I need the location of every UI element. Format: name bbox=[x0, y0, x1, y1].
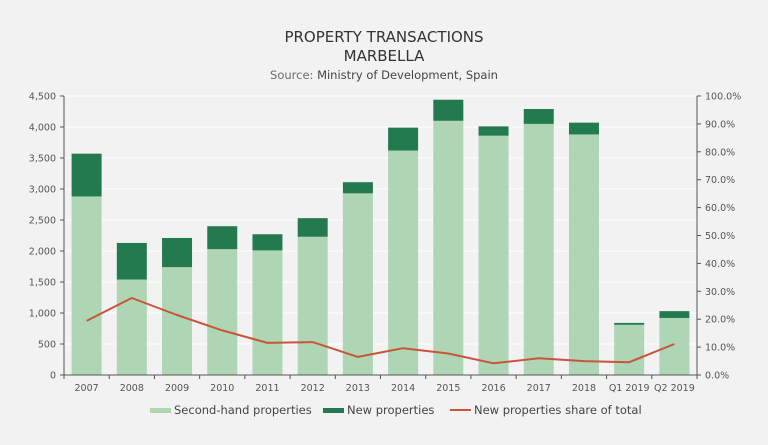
y2-tick-label: 100.0% bbox=[705, 92, 741, 103]
bar-new bbox=[342, 182, 373, 194]
y2-tick-label: 50.0% bbox=[705, 231, 735, 242]
legend-item-second-hand: Second-hand properties bbox=[150, 403, 312, 417]
x-tick-label: 2007 bbox=[75, 383, 99, 394]
x-tick-label: 2009 bbox=[165, 383, 189, 394]
bar-second-hand bbox=[162, 267, 193, 375]
bars bbox=[71, 99, 690, 376]
x-tick-label: Q2 2019 bbox=[654, 383, 695, 394]
x-tick-label: 2013 bbox=[346, 383, 370, 394]
y2-tick-label: 70.0% bbox=[705, 175, 735, 186]
bar-second-hand bbox=[523, 123, 554, 376]
bar-new bbox=[568, 122, 599, 135]
legend-label-share: New properties share of total bbox=[474, 403, 642, 417]
x-tick-label: 2017 bbox=[527, 383, 551, 394]
bar-new bbox=[388, 127, 419, 151]
x-tick-label: 2010 bbox=[210, 383, 234, 394]
bar-second-hand bbox=[342, 193, 373, 375]
bar-new bbox=[252, 234, 283, 251]
bar-second-hand bbox=[433, 120, 464, 375]
y-tick-label: 3,000 bbox=[29, 185, 56, 196]
y-tick-label: 500 bbox=[38, 340, 56, 351]
y-tick-label: 4,000 bbox=[29, 123, 56, 134]
bar-second-hand bbox=[568, 134, 599, 375]
chart-title-block: PROPERTY TRANSACTIONS MARBELLA Source: M… bbox=[0, 28, 768, 83]
bar-new bbox=[433, 99, 464, 121]
y-tick-label: 2,000 bbox=[29, 247, 56, 258]
x-tick-label: 2015 bbox=[436, 383, 460, 394]
share-line bbox=[86, 297, 675, 365]
bar-new bbox=[523, 109, 554, 124]
bar-new bbox=[162, 237, 193, 268]
bar-new bbox=[207, 226, 238, 250]
y-tick-label: 3,500 bbox=[29, 154, 56, 165]
x-tick-label: 2018 bbox=[572, 383, 596, 394]
bar-new bbox=[614, 322, 645, 325]
bar-new bbox=[116, 242, 147, 280]
y-tick-label: 1,500 bbox=[29, 278, 56, 289]
x-tick-label: 2016 bbox=[481, 383, 505, 394]
chart-title: PROPERTY TRANSACTIONS bbox=[284, 28, 484, 46]
bar-second-hand bbox=[71, 196, 102, 375]
x-tick-label: 2014 bbox=[391, 383, 415, 394]
y2-tick-label: 30.0% bbox=[705, 287, 735, 298]
y2-tick-label: 80.0% bbox=[705, 147, 735, 158]
y-tick-label: 4,500 bbox=[29, 92, 56, 103]
x-tick-label: 2012 bbox=[301, 383, 325, 394]
y-tick-label: 0 bbox=[50, 371, 56, 382]
chart-source: Source: Ministry of Development, Spain bbox=[0, 67, 768, 83]
x-tick-label: 2011 bbox=[255, 383, 279, 394]
share-line-layer bbox=[86, 297, 675, 365]
y2-tick-label: 20.0% bbox=[705, 315, 735, 326]
source-text: Ministry of Development, Spain bbox=[317, 68, 498, 82]
axes: 0 500 1,000 1,500 2,000 2,500 3,000 3,500 4,000 4… bbox=[29, 92, 741, 395]
y2-tick-label: 40.0% bbox=[705, 259, 735, 270]
bar-new bbox=[71, 153, 102, 197]
bar-second-hand bbox=[478, 135, 509, 375]
source-prefix: Source: bbox=[270, 68, 314, 82]
bar-second-hand bbox=[116, 279, 147, 375]
legend-item-share: New properties share of total bbox=[450, 403, 642, 417]
y-tick-label: 1,000 bbox=[29, 309, 56, 320]
y2-tick-label: 90.0% bbox=[705, 119, 735, 130]
bar-new bbox=[659, 311, 690, 318]
bar-second-hand bbox=[297, 236, 328, 375]
y-tick-label: 2,500 bbox=[29, 216, 56, 227]
x-tick-label: 2008 bbox=[120, 383, 144, 394]
bar-second-hand bbox=[659, 317, 690, 375]
y2-tick-label: 60.0% bbox=[705, 203, 735, 214]
gridlines bbox=[64, 95, 697, 345]
bar-new bbox=[297, 218, 328, 237]
x-tick-label: Q1 2019 bbox=[609, 383, 650, 394]
y2-tick-label: 10.0% bbox=[705, 343, 735, 354]
legend-item-new: New properties bbox=[323, 403, 434, 417]
legend: Second-hand properties New properties Ne… bbox=[0, 403, 768, 421]
legend-label-second-hand: Second-hand properties bbox=[174, 403, 312, 417]
legend-label-new: New properties bbox=[347, 403, 435, 417]
chart-subtitle: MARBELLA bbox=[343, 47, 425, 65]
bar-second-hand bbox=[614, 324, 645, 375]
bar-second-hand bbox=[207, 249, 238, 375]
bar-new bbox=[478, 126, 509, 136]
bar-second-hand bbox=[388, 150, 419, 375]
legend-swatch-share bbox=[450, 409, 471, 411]
bar-second-hand bbox=[252, 250, 283, 375]
legend-swatch-second-hand bbox=[150, 407, 171, 413]
legend-swatch-new bbox=[323, 407, 344, 413]
y2-tick-label: 0.0% bbox=[705, 371, 729, 382]
